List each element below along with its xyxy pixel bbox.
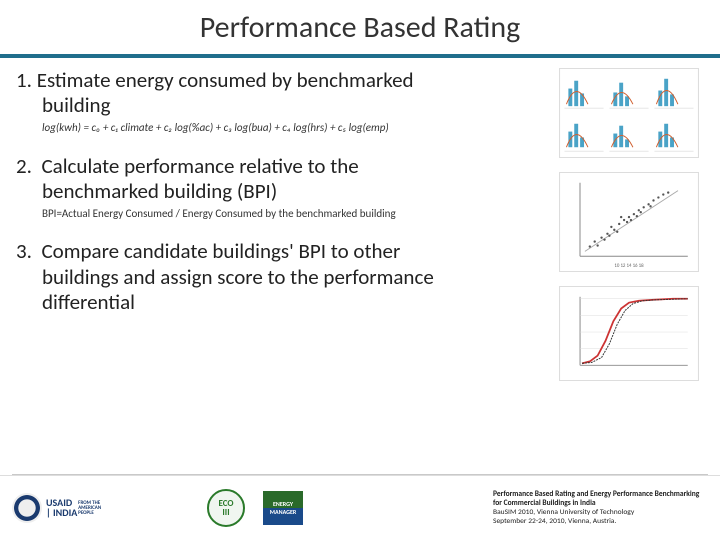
eco-text: ECO III — [218, 499, 233, 517]
chart-histograms — [559, 68, 699, 158]
note-2: BPI=Actual Energy Consumed / Energy Cons… — [16, 207, 549, 221]
section-text-2: buildings and assign score to the perfor… — [16, 265, 549, 290]
section-3-heading: 3. Compare candidate buildings' BPI to o… — [16, 239, 549, 315]
usaid-sub: FROM THE AMERICAN PEOPLE — [78, 501, 112, 516]
usaid-logo: USAID | INDIA FROM THE AMERICAN PEOPLE — [12, 491, 112, 525]
section-num: 3. — [16, 238, 32, 264]
cdf-svg — [560, 287, 698, 380]
section-num: 2. — [16, 153, 32, 179]
section-text-1: Compare candidate buildings' BPI to othe… — [41, 238, 400, 264]
citation: Performance Based Rating and Energy Perf… — [493, 490, 708, 526]
section-text-2: benchmarked building (BPI) — [16, 179, 549, 204]
chart-cdf — [559, 286, 699, 381]
formula-1: log(kwh) = c₀ + c₁ climate + c₂ log(%ac)… — [16, 121, 549, 135]
usaid-seal-icon — [12, 493, 42, 523]
scatter-svg: 10 12 14 16 18 — [560, 173, 698, 271]
page-title: Performance Based Rating — [200, 9, 520, 46]
footer-rule — [12, 474, 708, 475]
citation-line3: September 22-24, 2010, Vienna, Austria. — [493, 517, 708, 526]
text-column: 1. Estimate energy consumed by benchmark… — [16, 68, 559, 381]
section-1-heading: 1. Estimate energy consumed by benchmark… — [16, 68, 549, 118]
citation-title: Performance Based Rating and Energy Perf… — [493, 490, 708, 508]
section-text-2: building — [16, 93, 549, 118]
section-3: 3. Compare candidate buildings' BPI to o… — [16, 239, 549, 315]
section-1: 1. Estimate energy consumed by benchmark… — [16, 68, 549, 136]
logo-group-center: ECO III ENERGY MANAGER — [207, 489, 303, 527]
section-text-1: Calculate performance relative to the — [41, 153, 358, 179]
logo-group-left: USAID | INDIA FROM THE AMERICAN PEOPLE — [12, 491, 112, 525]
section-2: 2. Calculate performance relative to the… — [16, 154, 549, 222]
citation-line2: BauSIM 2010, Vienna University of Techno… — [493, 508, 708, 517]
usaid-text: USAID | INDIA — [46, 498, 78, 518]
chart-scatter: 10 12 14 16 18 — [559, 172, 699, 272]
chart-column: 10 12 14 16 18 — [559, 68, 704, 381]
eco-logo: ECO III — [207, 489, 245, 527]
title-bar: Performance Based Rating — [0, 0, 720, 58]
section-text-3: differential — [16, 290, 549, 315]
bee-logo: ENERGY MANAGER — [263, 491, 303, 525]
svg-text:10 12 14 16 18: 10 12 14 16 18 — [614, 263, 644, 269]
bee-text: ENERGY MANAGER — [270, 500, 297, 516]
content-area: 1. Estimate energy consumed by benchmark… — [0, 58, 720, 381]
footer: USAID | INDIA FROM THE AMERICAN PEOPLE E… — [0, 475, 720, 540]
histogram-svg — [560, 69, 698, 157]
section-2-heading: 2. Calculate performance relative to the… — [16, 154, 549, 204]
section-text-1: Estimate energy consumed by benchmarked — [37, 67, 414, 93]
section-num: 1. — [16, 67, 32, 93]
